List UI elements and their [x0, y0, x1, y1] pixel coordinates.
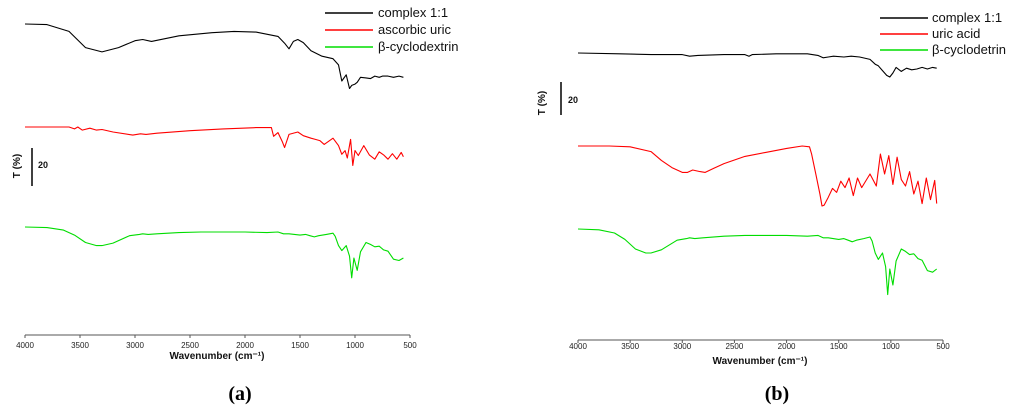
- y-axis-title: T (%): [12, 154, 23, 178]
- legend-label-cyclodextrin: β-cyclodextrin: [378, 39, 458, 54]
- legend: complex 1:1 ascorbic uric β-cyclodextrin: [325, 5, 458, 54]
- series-lines: [577, 52, 938, 296]
- series-line-cyclodextrin: [24, 226, 404, 279]
- legend-label-cyclodetrin: β-cyclodetrin: [932, 42, 1006, 57]
- series-line-complex-1-1: [577, 52, 937, 78]
- x-tick-label: 2000: [778, 342, 796, 351]
- x-tick-label: 2000: [236, 341, 254, 350]
- x-tick-label: 2500: [726, 342, 744, 351]
- x-tick-labels: 4000 3500 3000 2500 2000 1500 1000 500: [569, 340, 950, 351]
- series-line-complex-1-1: [24, 23, 404, 90]
- x-tick-label: 3500: [71, 341, 89, 350]
- series-lines: [24, 23, 404, 279]
- scale-bar-label: 20: [568, 95, 578, 105]
- panel-label-a: (a): [228, 383, 251, 405]
- legend-label-complex: complex 1:1: [932, 10, 1002, 25]
- x-tick-label: 1000: [882, 342, 900, 351]
- x-axis-title: Wavenumber (cm⁻¹): [713, 356, 808, 367]
- x-tick-label: 4000: [569, 342, 587, 351]
- legend-label-ascorbic-uric: ascorbic uric: [378, 22, 451, 37]
- x-tick-label: 4000: [16, 341, 34, 350]
- x-tick-label: 1500: [830, 342, 848, 351]
- x-axis-title: Wavenumber (cm⁻¹): [170, 351, 265, 362]
- series-line-cyclodextrin: [577, 228, 938, 296]
- legend: complex 1:1 uric acid β-cyclodetrin: [880, 10, 1006, 57]
- x-tick-label: 500: [403, 341, 417, 350]
- x-tick-label: 1500: [291, 341, 309, 350]
- x-tick-label: 3000: [673, 342, 691, 351]
- panel-a: 4000 3500 3000 2500 2000 1500 1000 500 Wavenumb…: [12, 5, 458, 405]
- y-axis-title: T (%): [537, 91, 548, 115]
- x-tick-label: 3000: [126, 341, 144, 350]
- x-tick-label: 1000: [346, 341, 364, 350]
- x-tick-label: 2500: [181, 341, 199, 350]
- scale-bar-label: 20: [38, 160, 48, 170]
- x-tick-labels: 4000 3500 3000 2500 2000 1500 1000 500: [16, 335, 417, 350]
- legend-label-complex: complex 1:1: [378, 5, 448, 20]
- x-tick-label: 3500: [621, 342, 639, 351]
- series-line-second-compound: [578, 145, 938, 207]
- legend-label-uric-acid: uric acid: [932, 26, 980, 41]
- panel-label-b: (b): [765, 383, 789, 405]
- panel-b: 4000 3500 3000 2500 2000 1500 1000 500 Wavenumb…: [537, 10, 1006, 405]
- series-line-second-compound: [25, 126, 404, 166]
- x-tick-label: 500: [936, 342, 950, 351]
